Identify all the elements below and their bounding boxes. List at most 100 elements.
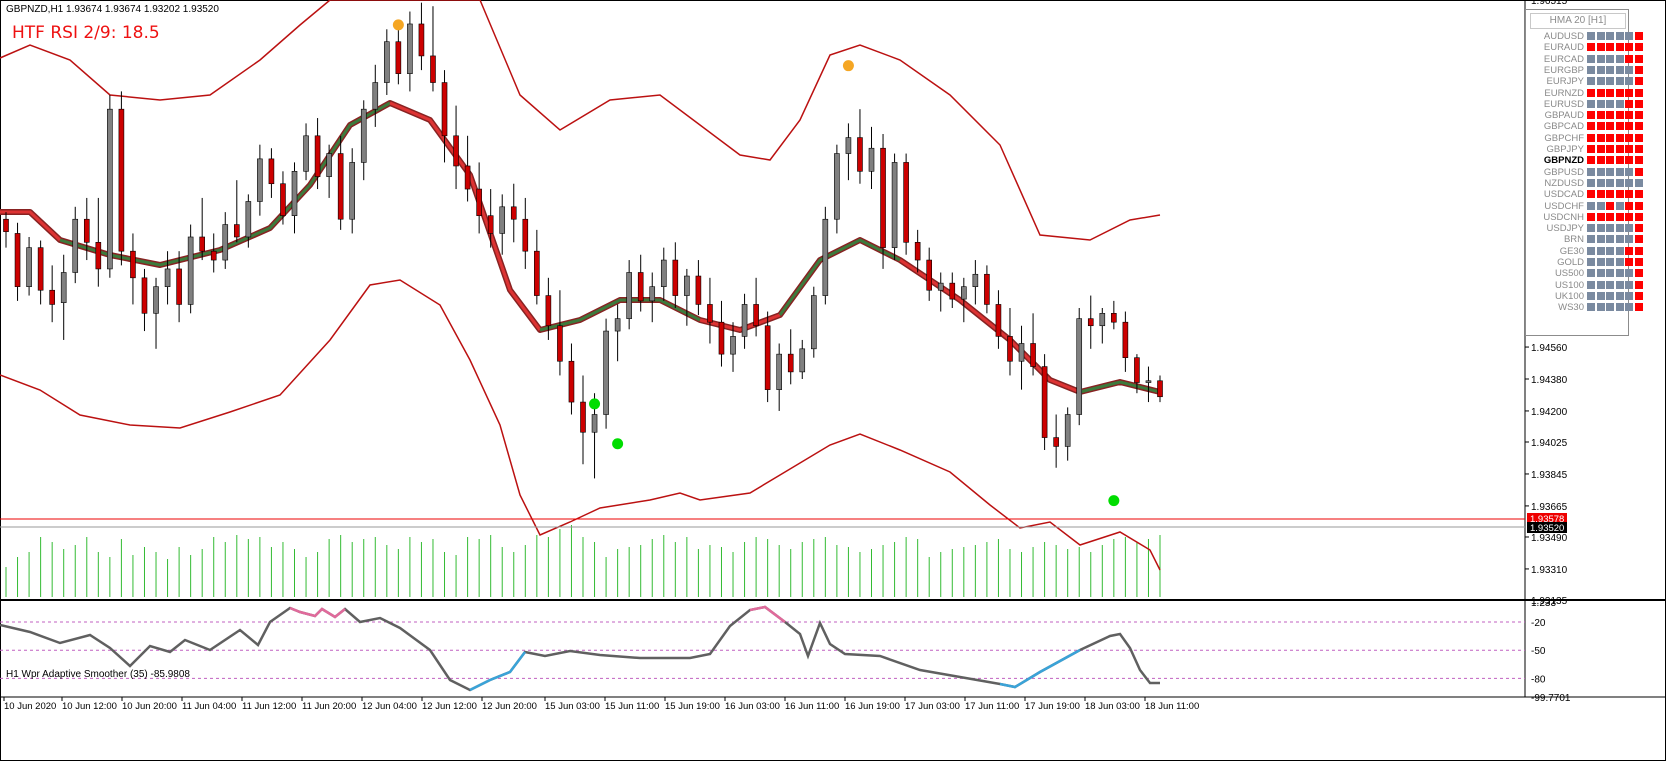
hma-state-cell: [1606, 145, 1614, 153]
candle-body: [26, 247, 32, 287]
hma-state-cell: [1587, 88, 1595, 97]
wpr-axis-label: -80: [1531, 674, 1546, 685]
hma-state-cell: [1615, 133, 1624, 142]
candle-body: [257, 158, 263, 202]
hma-state-cell: [1625, 190, 1633, 199]
hma-state-cell: [1634, 201, 1643, 210]
candle-body: [568, 360, 575, 403]
time-tick-label: 15 Jun 03:00: [545, 701, 600, 712]
hma-row-usdjpy[interactable]: USDJPY: [1526, 223, 1643, 235]
hma-state-cell: [1615, 32, 1624, 40]
hma-state-cell: [1606, 111, 1614, 120]
hma-row-symbol: USDCNH: [1543, 211, 1584, 223]
hma-row-symbol: GBPAUD: [1544, 110, 1584, 122]
hma-row-us100[interactable]: US100: [1526, 280, 1643, 291]
hma-row-uk100[interactable]: UK100: [1526, 291, 1643, 302]
hma-row-eurnzd[interactable]: EURNZD: [1526, 88, 1643, 99]
hma-state-cell: [1634, 258, 1643, 266]
candle-body: [476, 188, 482, 216]
hma-row-symbol: GBPUSD: [1543, 166, 1584, 178]
hma-state-cell: [1615, 235, 1624, 244]
hma-state-cell: [1596, 145, 1605, 153]
time-tick-label: 11 Jun 12:00: [242, 701, 296, 712]
hma-state-cell: [1587, 291, 1595, 300]
hma-state-cell: [1615, 167, 1624, 176]
hma-dashboard-panel[interactable]: HMA 20 [H1] AUDUSD EURAUD EURCAD EURGBP EURJ…: [1525, 9, 1643, 336]
hma-row-ge30[interactable]: GE30: [1526, 245, 1643, 257]
hma-row-gbpjpy[interactable]: GBPJPY: [1526, 144, 1643, 155]
hma-row-gbpcad[interactable]: GBPCAD: [1526, 121, 1643, 132]
candle-body: [857, 137, 863, 172]
hma-row-us500[interactable]: US500: [1526, 268, 1643, 279]
hma-state-cell: [1606, 201, 1614, 210]
candle-body: [280, 183, 286, 216]
wpr-oversold-segment: [469, 651, 526, 692]
hma-state-cell: [1634, 99, 1643, 108]
hma-state-cell: [1596, 88, 1605, 97]
candle-body: [637, 272, 644, 302]
hma-state-cell: [1615, 280, 1624, 289]
hma-line-green: [1079, 380, 1161, 394]
hma-row-symbol: GE30: [1559, 245, 1584, 257]
price-tick-label: 1.94025: [1531, 438, 1568, 449]
hma-row-gbpaud[interactable]: GBPAUD: [1526, 110, 1643, 122]
candle-body: [949, 282, 956, 300]
hma-row-brn[interactable]: BRN: [1526, 234, 1643, 245]
hma-row-euraud[interactable]: EURAUD: [1526, 42, 1643, 53]
candle-body: [407, 23, 413, 74]
hma-state-cell: [1606, 291, 1614, 300]
hma-state-cell: [1625, 156, 1633, 165]
hma-state-cell: [1615, 111, 1624, 120]
hma-row-audusd[interactable]: AUDUSD: [1526, 31, 1643, 42]
hma-state-cell: [1615, 201, 1624, 210]
hma-state-cell: [1606, 280, 1614, 289]
hma-state-cell: [1596, 269, 1605, 278]
hma-row-eurusd[interactable]: EURUSD: [1526, 99, 1643, 110]
candle-body: [903, 162, 909, 243]
hma-row-gbpchf[interactable]: GBPCHF: [1526, 133, 1643, 144]
hma-row-ws30[interactable]: WS30: [1526, 302, 1643, 313]
bid-price-tag: [1527, 513, 1567, 524]
hma-row-symbol: AUDUSD: [1543, 31, 1584, 42]
htf-rsi-label: HTF RSI 2/9: 18.5: [12, 23, 160, 43]
hma-state-cell: [1587, 32, 1595, 40]
hma-state-cell: [1625, 77, 1633, 86]
candle-body: [153, 286, 159, 314]
hma-row-usdchf[interactable]: USDCHF: [1526, 201, 1643, 212]
hma-state-cell: [1634, 246, 1643, 255]
hma-state-cell: [1596, 258, 1605, 266]
hma-row-gbpusd[interactable]: GBPUSD: [1526, 166, 1643, 178]
hma-line-red: [0, 210, 62, 242]
hma-state-cell: [1606, 167, 1614, 176]
time-tick-label: 17 Jun 19:00: [1025, 701, 1080, 712]
hma-state-cell: [1625, 111, 1633, 120]
candle-body: [591, 414, 598, 433]
time-tick-label: 16 Jun 11:00: [785, 701, 839, 712]
current-price-tag: [1527, 522, 1567, 533]
hma-row-eurcad[interactable]: EURCAD: [1526, 54, 1643, 65]
hma-state-cell: [1634, 43, 1643, 52]
hma-state-cell: [1587, 190, 1595, 199]
time-tick-label: 17 Jun 11:00: [965, 701, 1019, 712]
hma-row-usdcnh[interactable]: USDCNH: [1526, 211, 1643, 223]
candle-body: [1007, 336, 1013, 362]
hma-state-cell: [1606, 77, 1614, 86]
hma-row-usdcad[interactable]: USDCAD: [1526, 189, 1643, 200]
hma-state-cell: [1596, 167, 1605, 176]
hma-row-nzdusd[interactable]: NZDUSD: [1526, 178, 1643, 189]
hma-state-cell: [1615, 145, 1624, 153]
wpr-axis-label: -20: [1531, 618, 1546, 629]
hma-row-eurjpy[interactable]: EURJPY: [1526, 76, 1643, 87]
hma-row-gold[interactable]: GOLD: [1526, 257, 1643, 268]
hma-row-gbpnzd[interactable]: GBPNZD: [1526, 155, 1643, 166]
hma-state-cell: [1596, 99, 1605, 108]
hma-state-cell: [1596, 133, 1605, 142]
hma-row-symbol: USDJPY: [1546, 223, 1584, 235]
hma-row-eurgbp[interactable]: EURGBP: [1526, 65, 1643, 76]
hma-state-cell: [1615, 65, 1624, 74]
hma-state-cell: [1596, 156, 1605, 165]
wpr-overbought-segment: [749, 605, 786, 623]
buy-signal-dot: [612, 438, 624, 450]
hma-state-cell: [1587, 167, 1595, 176]
